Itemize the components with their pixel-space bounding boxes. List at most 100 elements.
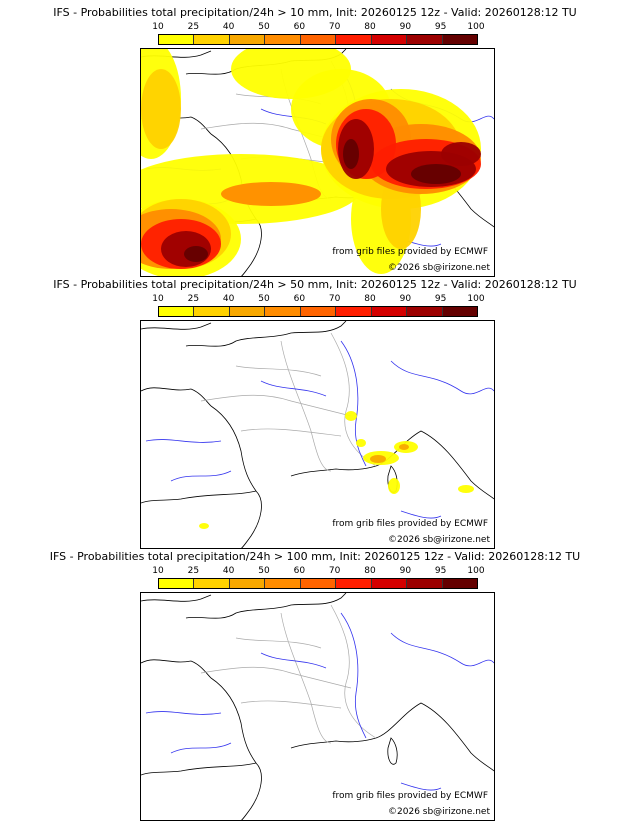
colorbar-tick-label: 95 <box>434 566 447 576</box>
colorbar-ticks: 10 25 40 50 60 70 80 90 95 100 <box>152 22 484 33</box>
colorbar-tick-label: 25 <box>187 22 200 32</box>
colorbar-segment <box>442 35 477 44</box>
colorbar-tick-label: 40 <box>222 566 235 576</box>
colorbar-segment <box>159 579 195 588</box>
precip-probability-area <box>141 69 181 149</box>
precip-probability-area <box>441 142 481 166</box>
colorbar-segment <box>407 579 443 588</box>
copyright: ©2026 sb@irizone.net <box>388 807 490 817</box>
precip-probability-area <box>184 246 208 262</box>
colorbar-tick-label: 70 <box>328 566 341 576</box>
colorbar-tick-label: 100 <box>467 566 485 576</box>
colorbar <box>158 578 478 589</box>
precip-probability-area <box>411 164 461 184</box>
map-canvas <box>141 321 494 548</box>
map-canvas <box>141 49 494 276</box>
corsica-outline <box>387 737 398 765</box>
colorbar-segment <box>265 35 301 44</box>
colorbar-segment <box>336 35 372 44</box>
colorbar-tick-label: 80 <box>364 22 376 32</box>
colorbar-tick-label: 50 <box>258 294 270 304</box>
rivers <box>145 340 494 519</box>
precip-probability-area <box>370 455 386 463</box>
colorbar-segment <box>194 307 230 316</box>
colorbar-segment <box>300 35 337 44</box>
precip-probability-area <box>458 485 474 493</box>
colorbar-tick-label: 90 <box>399 566 412 576</box>
panel-title: IFS - Probabilities total precipitation/… <box>53 278 577 291</box>
colorbar <box>158 34 478 45</box>
admin-borders <box>200 332 377 472</box>
colorbar-segment <box>407 35 443 44</box>
colorbar-segment <box>300 579 337 588</box>
precip-probability-area <box>343 139 359 169</box>
colorbar-tick-label: 60 <box>293 22 306 32</box>
colorbar-segment <box>194 35 230 44</box>
colorbar-tick-label: 90 <box>399 294 412 304</box>
colorbar-segment <box>300 307 337 316</box>
copyright: ©2026 sb@irizone.net <box>388 263 490 273</box>
colorbar-segment <box>371 307 408 316</box>
colorbar-segment <box>371 35 408 44</box>
colorbar-tick-label: 95 <box>434 294 447 304</box>
rivers <box>145 612 494 791</box>
colorbar-ticks: 10 25 40 50 60 70 80 90 95 100 <box>152 294 484 305</box>
colorbar-tick-label: 25 <box>187 566 200 576</box>
colorbar-tick-label: 60 <box>293 294 306 304</box>
colorbar-segment <box>159 307 195 316</box>
source-credit: from grib files provided by ECMWF <box>332 247 488 257</box>
colorbar-tick-label: 50 <box>258 566 270 576</box>
colorbar-tick-label: 25 <box>187 294 200 304</box>
precip-probability-area <box>399 444 409 450</box>
colorbar-tick-label: 40 <box>222 294 235 304</box>
map-panel-10mm: IFS - Probabilities total precipitation/… <box>0 4 630 277</box>
colorbar-segment <box>194 579 230 588</box>
colorbar-tick-label: 70 <box>328 294 341 304</box>
precip-map: from grib files provided by ECMWF ©2026 … <box>140 592 495 821</box>
colorbar-tick-label: 80 <box>364 566 376 576</box>
precip-map: from grib files provided by ECMWF ©2026 … <box>140 48 495 277</box>
colorbar-segment <box>265 307 301 316</box>
colorbar-tick-label: 70 <box>328 22 341 32</box>
copyright: ©2026 sb@irizone.net <box>388 535 490 545</box>
colorbar-tick-label: 10 <box>152 294 164 304</box>
precip-probability-area <box>221 182 321 206</box>
coastline <box>141 593 494 820</box>
map-panel-100mm: IFS - Probabilities total precipitation/… <box>0 548 630 821</box>
colorbar <box>158 306 478 317</box>
colorbar-segment <box>407 307 443 316</box>
colorbar-tick-label: 95 <box>434 22 447 32</box>
precip-probability-area <box>199 523 209 529</box>
colorbar-segment <box>336 579 372 588</box>
precip-probability-area <box>388 478 400 494</box>
colorbar-tick-label: 100 <box>467 294 485 304</box>
coastline <box>141 321 494 548</box>
precip-probability-area <box>345 411 357 421</box>
colorbar-tick-label: 90 <box>399 22 412 32</box>
colorbar-segment <box>442 579 477 588</box>
colorbar-segment <box>265 579 301 588</box>
colorbar-tick-label: 50 <box>258 22 270 32</box>
colorbar-segment <box>371 579 408 588</box>
colorbar-tick-label: 100 <box>467 22 485 32</box>
map-panel-50mm: IFS - Probabilities total precipitation/… <box>0 276 630 549</box>
panel-title: IFS - Probabilities total precipitation/… <box>49 550 581 563</box>
colorbar-segment <box>229 35 266 44</box>
colorbar-tick-label: 60 <box>293 566 306 576</box>
colorbar-segment <box>336 307 372 316</box>
source-credit: from grib files provided by ECMWF <box>332 791 488 801</box>
map-canvas <box>141 593 494 820</box>
colorbar-tick-label: 40 <box>222 22 235 32</box>
colorbar-ticks: 10 25 40 50 60 70 80 90 95 100 <box>152 566 484 577</box>
colorbar-segment <box>442 307 477 316</box>
colorbar-tick-label: 80 <box>364 294 376 304</box>
colorbar-segment <box>229 579 266 588</box>
colorbar-segment <box>229 307 266 316</box>
colorbar-tick-label: 10 <box>152 566 164 576</box>
admin-borders <box>200 604 377 744</box>
colorbar-tick-label: 10 <box>152 22 164 32</box>
precip-probability-area <box>356 439 366 447</box>
colorbar-segment <box>159 35 195 44</box>
panel-title: IFS - Probabilities total precipitation/… <box>53 6 577 19</box>
source-credit: from grib files provided by ECMWF <box>332 519 488 529</box>
